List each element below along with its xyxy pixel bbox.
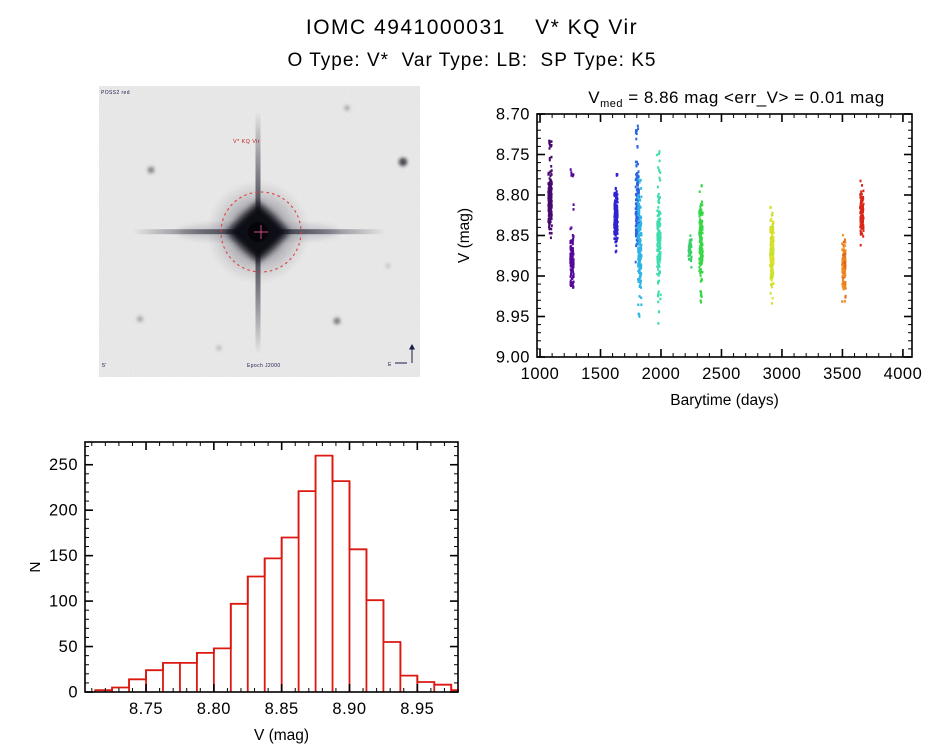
lightcurve-title: Vmed = 8.86 mag <err_V> = 0.01 mag [588, 88, 884, 110]
y-tick-label: 50 [59, 638, 78, 656]
page-title: IOMC 4941000031 V* KQ Vir [305, 16, 639, 39]
y-tick-label: 8.70 [496, 106, 530, 124]
x-tick-label: 8.80 [197, 700, 231, 718]
target-label: V* KQ Vir [233, 139, 260, 145]
y-tick-label: 8.95 [496, 308, 530, 326]
x-tick-label: 2000 [642, 365, 681, 383]
y-tick-label: 200 [49, 502, 78, 520]
compass-icon: E [388, 344, 415, 368]
y-tick-label: 150 [49, 547, 78, 565]
histogram-xlabel: V (mag) [254, 727, 309, 744]
axes [536, 113, 913, 358]
epoch-label: Epoch J2000 [247, 363, 281, 369]
lightcurve-plot: 1000 1500 2000 2500 3000 3500 4000 8.70 8.75 8.80… [456, 88, 922, 409]
finding-chart-image: V* KQ Vir POSS2 red Epoch J2000 5' E [99, 86, 420, 377]
histogram-plot: 8.75 8.80 8.85 8.90 8.95 0 50 100 150 200 250 V (ma… [30, 441, 459, 744]
epoch-cluster [613, 173, 619, 254]
lightcurve-ylabel: V (mag) [456, 208, 473, 263]
x-tick-label: 8.75 [129, 700, 163, 718]
y-tick-label: 8.75 [496, 146, 530, 164]
epoch-cluster [547, 139, 553, 240]
field-stars [137, 105, 408, 351]
x-tick-label: 8.90 [332, 700, 366, 718]
y-tick-label: 8.80 [496, 187, 530, 205]
epoch-cluster [841, 233, 847, 303]
target-crosshair [254, 225, 268, 239]
epoch-cluster [637, 178, 643, 318]
tick-labels: 8.75 8.80 8.85 8.90 8.95 0 50 100 150 200 250 [49, 456, 434, 718]
epoch-cluster [687, 234, 693, 269]
lightcurve-xlabel: Barytime (days) [670, 392, 779, 409]
y-tick-label: 9.00 [496, 349, 530, 367]
y-tick-label: 0 [68, 684, 78, 702]
aperture-circle [220, 191, 302, 273]
survey-label: POSS2 red [101, 90, 130, 96]
lightcurve-points [547, 124, 865, 325]
page-subtitle: O Type: V* Var Type: LB: SP Type: K5 [287, 50, 657, 71]
x-tick-label: 3500 [823, 365, 862, 383]
x-tick-label: 3000 [763, 365, 802, 383]
epoch-cluster [769, 205, 775, 305]
y-tick-label: 8.85 [496, 227, 530, 245]
compass-east-label: E [388, 362, 392, 368]
histogram-outline [94, 454, 459, 692]
x-tick-label: 1500 [581, 365, 620, 383]
y-tick-label: 100 [49, 593, 78, 611]
y-tick-label: 250 [49, 456, 78, 474]
axes [84, 441, 459, 693]
histogram-bars [94, 454, 459, 692]
x-tick-label: 8.85 [265, 700, 299, 718]
x-tick-label: 1000 [521, 365, 560, 383]
x-tick-label: 8.95 [400, 700, 434, 718]
epoch-cluster [569, 168, 575, 289]
y-tick-label: 8.90 [496, 268, 530, 286]
epoch-cluster [656, 150, 662, 325]
scale-label: 5' [102, 363, 106, 369]
tick-labels: 1000 1500 2000 2500 3000 3500 4000 8.70 8.75 8.80… [496, 106, 922, 384]
epoch-cluster [859, 179, 865, 247]
histogram-ylabel: N [30, 561, 44, 572]
x-tick-label: 2500 [702, 365, 741, 383]
epoch-cluster [698, 184, 704, 304]
x-tick-label: 4000 [884, 365, 923, 383]
